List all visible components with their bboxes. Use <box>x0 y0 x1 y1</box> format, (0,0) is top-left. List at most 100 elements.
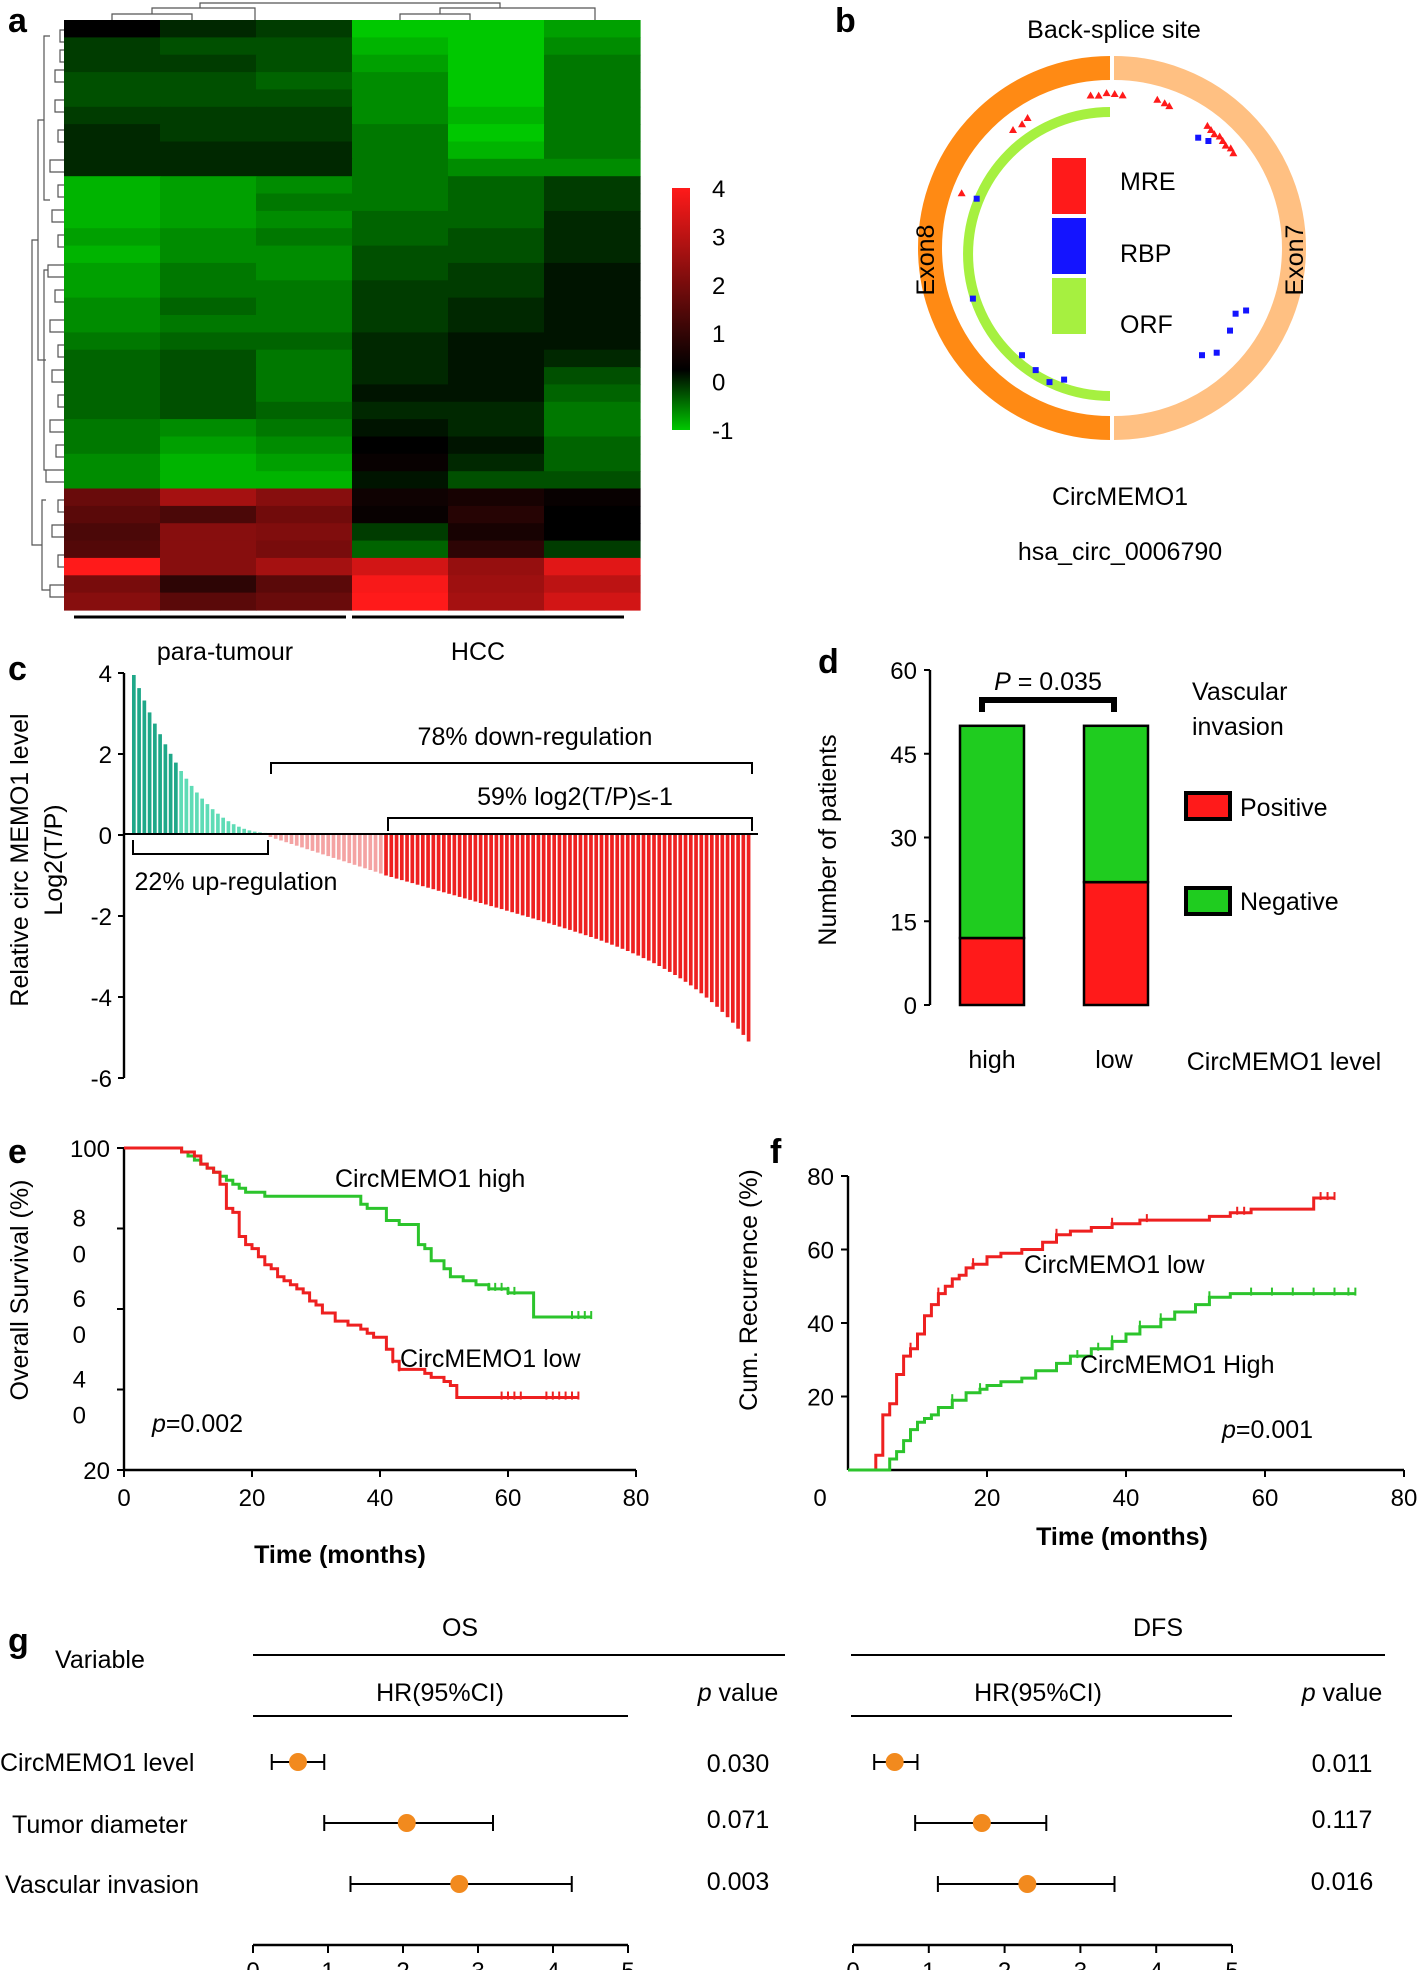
heatmap-cell <box>352 210 449 229</box>
mre-marker <box>1218 137 1227 145</box>
c-bar <box>510 835 514 913</box>
c-bar <box>484 835 488 905</box>
heatmap-cell <box>544 72 641 91</box>
c-bar <box>641 835 646 959</box>
f-x-tick-label: 60 <box>1252 1485 1279 1512</box>
c-bar <box>378 835 383 874</box>
heatmap-cell <box>256 557 353 576</box>
panel-e: e Overall Survival (%) 0 20 40 60 8010080604… <box>6 1133 649 1569</box>
e-x-tick-label: 60 <box>495 1485 522 1512</box>
heatmap-cell <box>352 141 449 160</box>
e-x-tick-label: 20 <box>239 1485 266 1512</box>
heatmap-cell <box>160 488 257 507</box>
e-xlabel: Time (months) <box>254 1541 426 1569</box>
heatmap-cell <box>352 176 449 195</box>
heatmap-cell <box>256 210 353 229</box>
heatmap-cell <box>256 124 353 143</box>
heatmap-cell <box>448 523 545 542</box>
heatmap-cell <box>352 89 449 108</box>
c-bar <box>431 835 436 890</box>
c-bar <box>179 771 183 835</box>
dendrogram-branch <box>49 159 64 173</box>
c-bar <box>305 835 310 850</box>
heatmap-cell <box>160 141 257 160</box>
f-x-tick-label: 20 <box>974 1485 1001 1512</box>
heatmap-cell <box>256 592 353 611</box>
c-bars <box>132 675 751 1042</box>
c-bar <box>494 835 499 908</box>
mre-marker <box>1009 126 1018 134</box>
heatmap-cell <box>256 245 353 264</box>
heatmap-cell <box>448 332 545 351</box>
heatmap-cell <box>352 106 449 125</box>
c-bar <box>321 835 325 855</box>
heatmap-cell <box>64 262 161 281</box>
c-bar <box>216 813 220 835</box>
heatmap-cell <box>448 72 545 91</box>
d-p-value: P = 0.035 <box>994 668 1102 696</box>
e-label-low: CircMEMO1 low <box>400 1345 582 1373</box>
f-ylabel: Cum. Recurrence (%) <box>735 1169 763 1411</box>
dendrogram-branch <box>55 444 64 458</box>
mre-marker <box>1165 102 1174 110</box>
mre-marker <box>1110 90 1119 98</box>
heatmap-cell <box>352 575 449 594</box>
c-bar <box>478 835 483 903</box>
heatmap-cell <box>544 523 641 542</box>
heatmap-cell <box>64 592 161 611</box>
rbp-marker <box>1243 307 1250 314</box>
heatmap-cell <box>256 384 353 403</box>
heatmap-cell <box>448 488 545 507</box>
rbp-markers <box>969 134 1250 386</box>
heatmap-colorbar <box>672 188 690 430</box>
dendrogram-branch <box>54 69 64 83</box>
heatmap-cell <box>256 453 353 472</box>
c-bar <box>688 835 693 986</box>
mre-marker <box>1206 126 1215 134</box>
dendrogram-branch <box>59 49 64 63</box>
e-y-tick-label: 0 <box>73 1322 86 1349</box>
c-bar <box>499 835 504 910</box>
heatmap-cell <box>256 158 353 177</box>
dendrogram-branch <box>111 13 193 20</box>
heatmap-cell <box>256 72 353 91</box>
heatmap-cell <box>352 158 449 177</box>
colorbar-tick-label: -1 <box>712 418 733 445</box>
rbp-marker <box>1061 376 1068 383</box>
panel-f: f Cum. Recurrence (%) 0 20 40 60 8020406080 … <box>735 1133 1417 1551</box>
rbp-marker <box>1232 310 1239 317</box>
c-bar <box>704 835 709 998</box>
f-y-tick-label: 20 <box>807 1385 834 1412</box>
heatmap-cell <box>256 262 353 281</box>
heatmap-cell <box>544 228 641 247</box>
c-bar <box>531 835 535 919</box>
e-curve-circmemo1-low <box>124 1146 579 1399</box>
c-bar <box>268 835 273 837</box>
heatmap-cell <box>256 54 353 73</box>
heatmap-cell <box>448 193 545 212</box>
c-bar <box>489 835 493 907</box>
circ-name: CircMEMO1 <box>1052 483 1188 511</box>
mre-marker <box>1094 91 1103 99</box>
c-bar <box>520 835 525 916</box>
e-y-tick-label: 6 <box>73 1286 86 1313</box>
heatmap-cell <box>448 158 545 177</box>
c-bar <box>515 835 520 914</box>
heatmap-cell <box>160 54 257 73</box>
c-bar <box>562 835 567 929</box>
c-bar <box>326 835 331 857</box>
heatmap-cell <box>160 89 257 108</box>
heatmap-cell <box>160 210 257 229</box>
c-bar <box>368 835 373 870</box>
forest-x-tick-label: 1 <box>321 1958 334 1970</box>
heatmap-cell <box>256 523 353 542</box>
heatmap-cell <box>160 228 257 247</box>
c-bar <box>168 753 173 835</box>
heatmap-cell <box>544 419 641 438</box>
orf-arc <box>963 107 1111 401</box>
heatmap-cell <box>64 471 161 490</box>
legend-label-mre: MRE <box>1120 168 1176 196</box>
mre-marker <box>1226 144 1235 152</box>
heatmap-cell <box>448 367 545 386</box>
c-bar <box>583 835 588 936</box>
